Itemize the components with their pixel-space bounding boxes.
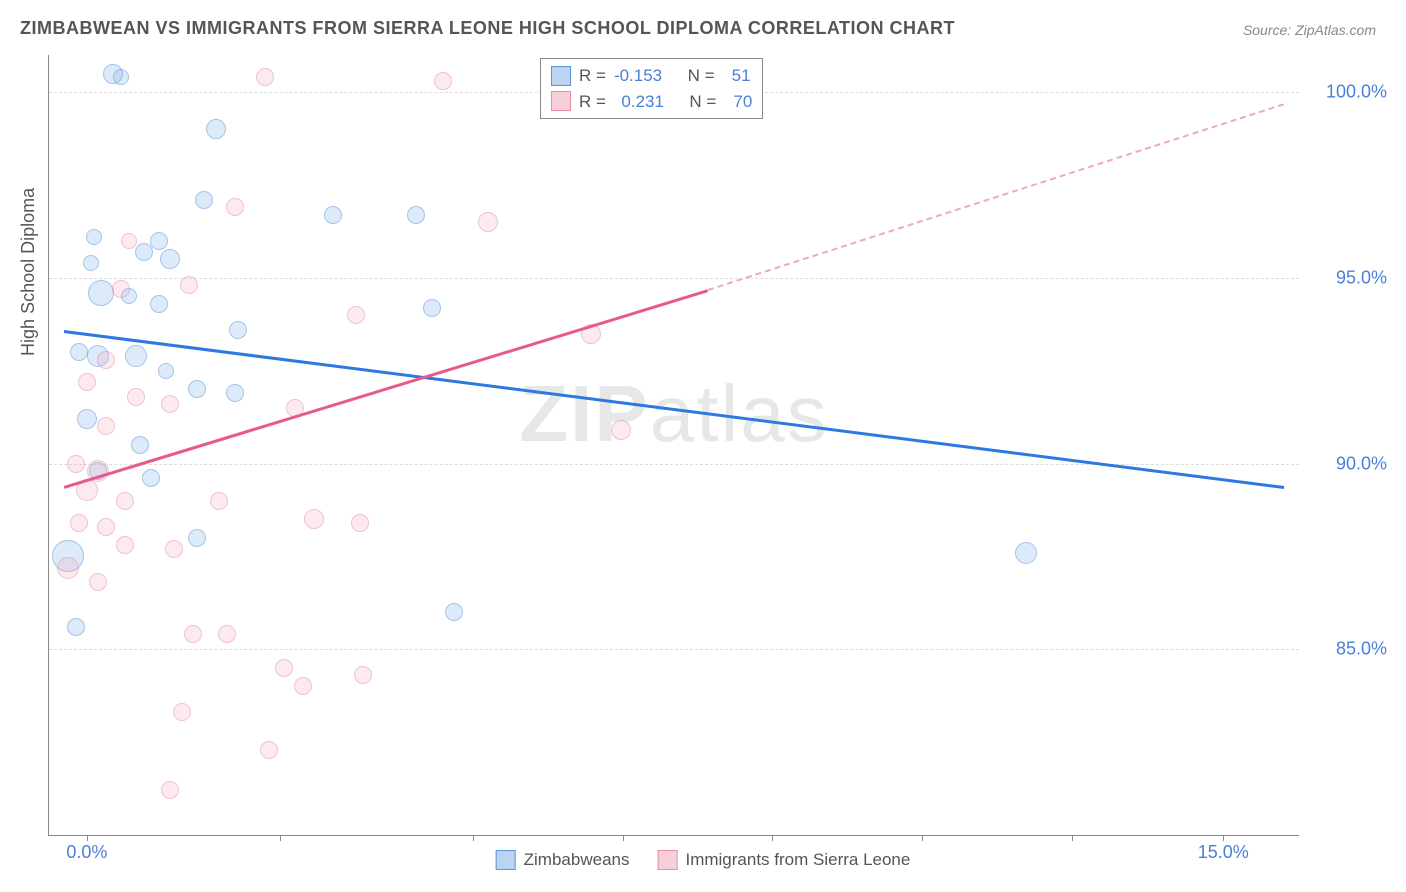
- swatch-icon: [551, 66, 571, 86]
- scatter-point: [275, 659, 293, 677]
- trend-line: [708, 103, 1284, 291]
- scatter-point: [116, 536, 134, 554]
- x-tick-label: 0.0%: [66, 842, 107, 863]
- scatter-point: [150, 232, 168, 250]
- y-tick-label: 85.0%: [1336, 639, 1387, 660]
- scatter-point: [294, 677, 312, 695]
- scatter-point: [70, 343, 88, 361]
- scatter-point: [161, 395, 179, 413]
- scatter-point: [229, 321, 247, 339]
- scatter-point: [478, 212, 498, 232]
- scatter-point: [195, 191, 213, 209]
- scatter-point: [78, 373, 96, 391]
- series-legend: Zimbabweans Immigrants from Sierra Leone: [496, 850, 911, 870]
- scatter-point: [121, 233, 137, 249]
- scatter-point: [135, 243, 153, 261]
- y-tick-label: 95.0%: [1336, 267, 1387, 288]
- scatter-point: [184, 625, 202, 643]
- scatter-point: [67, 455, 85, 473]
- scatter-point: [260, 741, 278, 759]
- scatter-point: [423, 299, 441, 317]
- x-tick-mark: [623, 835, 624, 841]
- scatter-point: [113, 69, 129, 85]
- trend-line: [64, 289, 709, 488]
- scatter-point: [210, 492, 228, 510]
- scatter-point: [226, 198, 244, 216]
- scatter-point: [160, 249, 180, 269]
- stats-row-pink: R = 0.231 N = 70: [551, 89, 752, 115]
- scatter-point: [83, 255, 99, 271]
- scatter-point: [351, 514, 369, 532]
- scatter-point: [161, 781, 179, 799]
- stats-row-blue: R = -0.153 N = 51: [551, 63, 752, 89]
- scatter-point: [188, 380, 206, 398]
- scatter-point: [1015, 542, 1037, 564]
- x-tick-mark: [922, 835, 923, 841]
- scatter-point: [611, 420, 631, 440]
- chart-title: ZIMBABWEAN VS IMMIGRANTS FROM SIERRA LEO…: [20, 18, 955, 39]
- x-tick-mark: [473, 835, 474, 841]
- scatter-point: [97, 351, 115, 369]
- x-tick-mark: [280, 835, 281, 841]
- scatter-point: [324, 206, 342, 224]
- watermark: ZIPatlas: [519, 368, 828, 460]
- swatch-icon: [657, 850, 677, 870]
- legend-item-pink: Immigrants from Sierra Leone: [657, 850, 910, 870]
- x-tick-label: 15.0%: [1198, 842, 1249, 863]
- x-tick-mark: [1072, 835, 1073, 841]
- scatter-point: [434, 72, 452, 90]
- scatter-point: [142, 469, 160, 487]
- scatter-point: [57, 557, 79, 579]
- scatter-point: [347, 306, 365, 324]
- legend-item-blue: Zimbabweans: [496, 850, 630, 870]
- scatter-point: [158, 363, 174, 379]
- gridline: [49, 649, 1299, 650]
- scatter-point: [256, 68, 274, 86]
- scatter-point: [86, 229, 102, 245]
- scatter-point: [89, 573, 107, 591]
- scatter-point: [304, 509, 324, 529]
- scatter-point: [226, 384, 244, 402]
- scatter-point: [127, 388, 145, 406]
- scatter-point: [88, 280, 114, 306]
- scatter-point: [116, 492, 134, 510]
- x-tick-mark: [1223, 835, 1224, 841]
- scatter-point: [173, 703, 191, 721]
- scatter-point: [165, 540, 183, 558]
- y-axis-label: High School Diploma: [18, 188, 39, 356]
- gridline: [49, 278, 1299, 279]
- scatter-point: [97, 417, 115, 435]
- swatch-icon: [496, 850, 516, 870]
- scatter-point: [407, 206, 425, 224]
- y-tick-label: 90.0%: [1336, 453, 1387, 474]
- x-tick-mark: [87, 835, 88, 841]
- swatch-icon: [551, 91, 571, 111]
- scatter-point: [150, 295, 168, 313]
- scatter-point: [445, 603, 463, 621]
- scatter-point: [67, 618, 85, 636]
- x-tick-mark: [772, 835, 773, 841]
- scatter-point: [354, 666, 372, 684]
- scatter-point: [97, 518, 115, 536]
- source-attribution: Source: ZipAtlas.com: [1243, 22, 1376, 38]
- scatter-point: [77, 409, 97, 429]
- scatter-point: [131, 436, 149, 454]
- scatter-point: [70, 514, 88, 532]
- scatter-point: [112, 280, 130, 298]
- scatter-point: [188, 529, 206, 547]
- scatter-point: [218, 625, 236, 643]
- scatter-point: [125, 345, 147, 367]
- scatter-point: [206, 119, 226, 139]
- plot-area: ZIPatlas 85.0%90.0%95.0%100.0%0.0%15.0%: [48, 55, 1299, 836]
- y-tick-label: 100.0%: [1326, 82, 1387, 103]
- scatter-point: [180, 276, 198, 294]
- stats-legend: R = -0.153 N = 51 R = 0.231 N = 70: [540, 58, 763, 119]
